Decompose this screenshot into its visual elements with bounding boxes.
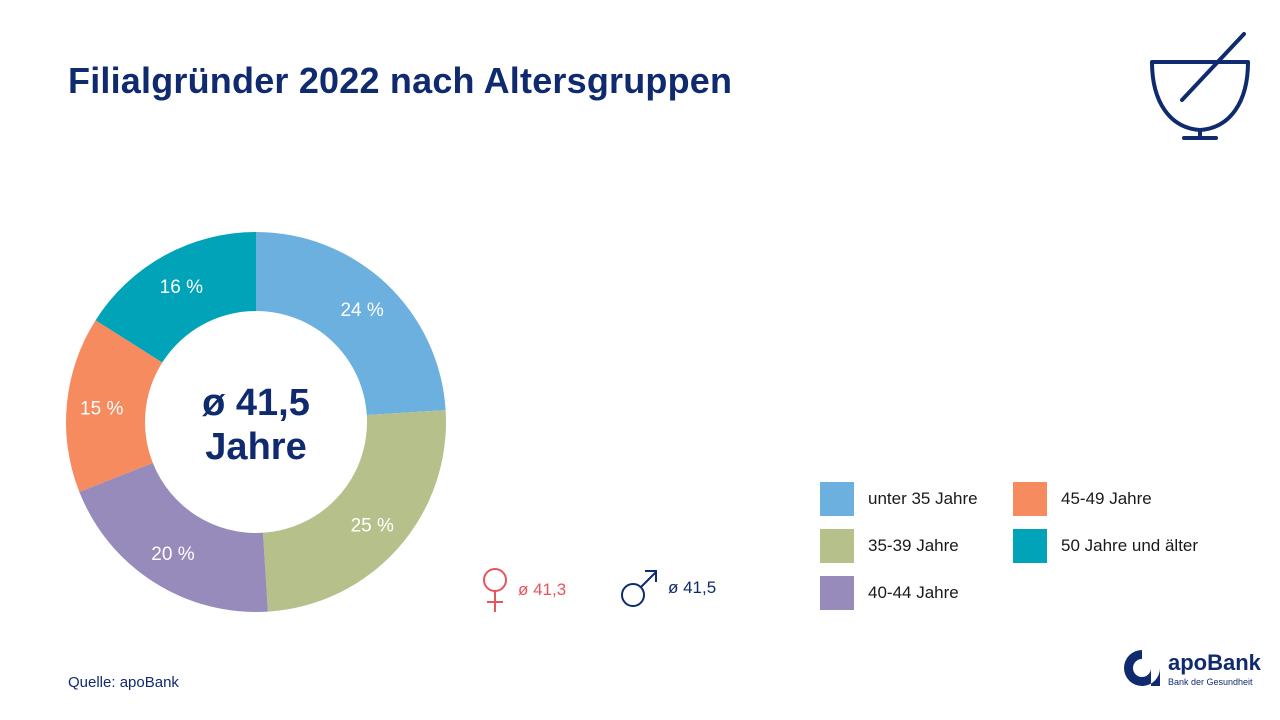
source-note: Quelle: apoBank [68, 674, 179, 691]
slice-label-5: 16 % [160, 277, 203, 298]
slice-label-1: 24 % [340, 300, 383, 321]
legend-item: unter 35 Jahre [820, 482, 978, 516]
page-title: Filialgründer 2022 nach Altersgruppen [68, 60, 733, 101]
male-average-value: ø 41,5 [668, 578, 717, 597]
donut-slice-1 [256, 232, 446, 416]
legend-label: 45-49 Jahre [1061, 489, 1152, 508]
brand-tagline: Bank der Gesundheit [1168, 677, 1253, 687]
legend-item: 45-49 Jahre [1013, 482, 1152, 516]
legend-swatch [1013, 482, 1047, 516]
legend-label: 35-39 Jahre [868, 536, 959, 555]
legend-item: 50 Jahre und älter [1013, 529, 1198, 563]
male-average: ø 41,5 [618, 566, 716, 610]
slice-label-2: 25 % [351, 516, 394, 537]
apobank-logo-icon [1124, 650, 1160, 686]
legend-swatch [1013, 529, 1047, 563]
legend-label: 50 Jahre und älter [1061, 536, 1199, 555]
female-average: ø 41,3 [480, 566, 566, 614]
donut-slice-5 [95, 232, 256, 363]
center-label-line-2: Jahre [205, 426, 306, 468]
donut-slice-4 [66, 320, 163, 492]
donut-chart: 24 % 25 % 20 % 15 % 16 % ø 41,5 Jahre [66, 232, 446, 612]
slice-label-4: 15 % [80, 398, 123, 419]
donut-slice-2 [262, 410, 446, 612]
slice-label-3: 20 % [151, 544, 194, 565]
brand-logo: apoBank Bank der Gesundheit [1122, 648, 1261, 688]
legend-item: 35-39 Jahre [820, 529, 959, 563]
mortar-pestle-icon [1150, 32, 1250, 140]
donut-slice-3 [79, 462, 268, 612]
male-symbol-icon [621, 570, 657, 607]
legend-label: 40-44 Jahre [868, 583, 959, 602]
brand-name: apoBank [1168, 650, 1261, 675]
female-symbol-icon [483, 568, 507, 612]
legend-swatch [820, 576, 854, 610]
legend-swatch [820, 529, 854, 563]
female-average-value: ø 41,3 [518, 580, 567, 599]
legend-swatch [820, 482, 854, 516]
legend-label: unter 35 Jahre [868, 489, 978, 508]
center-label-line-1: ø 41,5 [202, 382, 310, 424]
legend-item: 40-44 Jahre [820, 576, 959, 610]
